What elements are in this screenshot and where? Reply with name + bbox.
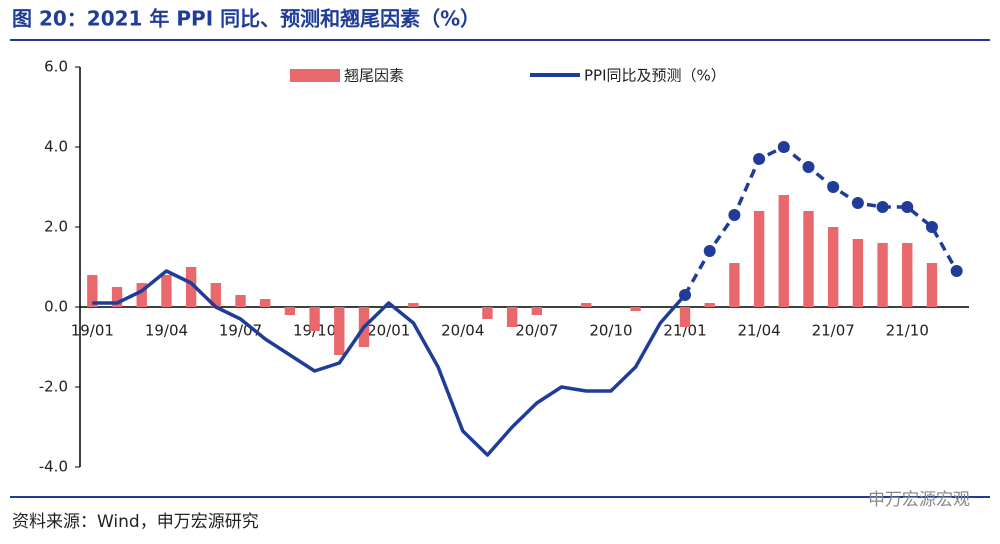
marker: [753, 153, 766, 165]
bar: [531, 307, 543, 315]
bar: [334, 307, 345, 355]
marker: [827, 181, 840, 193]
x-tick-label: 20/07: [515, 322, 558, 340]
bar: [309, 307, 320, 331]
bar: [827, 227, 839, 307]
marker: [925, 221, 938, 233]
marker: [703, 245, 716, 257]
x-tick-label: 21/07: [812, 322, 855, 340]
marker: [901, 201, 914, 213]
bar: [852, 239, 864, 307]
bar: [704, 303, 715, 307]
bar: [753, 211, 765, 307]
bar: [482, 307, 493, 319]
bar: [161, 275, 172, 307]
legend-label: PPI同比及预测（%）: [584, 67, 726, 85]
bar: [581, 303, 592, 307]
bar: [926, 263, 938, 307]
bar: [87, 275, 98, 307]
bar: [235, 295, 246, 307]
legend-swatch: [290, 69, 340, 82]
x-tick-label: 21/04: [737, 322, 780, 340]
marker: [876, 201, 889, 213]
legend-label: 翘尾因素: [344, 67, 404, 85]
bar: [902, 243, 913, 307]
source-note: 资料来源：Wind，申万宏源研究: [12, 512, 259, 532]
x-tick-label: 19/04: [145, 322, 188, 340]
bar: [408, 303, 419, 307]
marker: [851, 197, 864, 209]
bar: [185, 267, 197, 307]
line: [683, 145, 959, 296]
y-tick-label: -4.0: [39, 458, 68, 476]
bar: [630, 307, 641, 311]
bar: [506, 307, 518, 327]
x-tick-label: 20/01: [367, 322, 410, 340]
y-tick-label: 2.0: [44, 218, 68, 236]
bar: [877, 243, 888, 307]
marker: [777, 141, 790, 153]
bar: [260, 299, 271, 307]
bar: [210, 283, 222, 307]
bar: [111, 287, 123, 307]
watermark: 申万宏源宏观: [868, 490, 970, 510]
chart-title: 图 20：2021 年 PPI 同比、预测和翘尾因素（%）: [12, 7, 480, 31]
x-tick-label: 20/10: [589, 322, 632, 340]
y-tick-label: -2.0: [39, 378, 68, 396]
marker: [950, 265, 963, 277]
marker: [679, 289, 692, 301]
bar: [284, 307, 296, 315]
line: [92, 269, 687, 457]
bar: [136, 283, 147, 307]
bar: [679, 307, 691, 327]
y-tick-label: 0.0: [44, 298, 68, 316]
bar: [778, 195, 789, 307]
bar: [729, 263, 740, 307]
marker: [728, 209, 741, 221]
x-tick-label: 20/04: [441, 322, 484, 340]
x-tick-label: 19/01: [71, 322, 114, 340]
y-tick-label: 4.0: [44, 138, 68, 156]
marker: [802, 161, 815, 173]
x-tick-label: 21/10: [886, 322, 929, 340]
x-tick-label: 21/01: [663, 322, 706, 340]
y-tick-label: 6.0: [44, 58, 68, 76]
bar: [803, 211, 814, 307]
